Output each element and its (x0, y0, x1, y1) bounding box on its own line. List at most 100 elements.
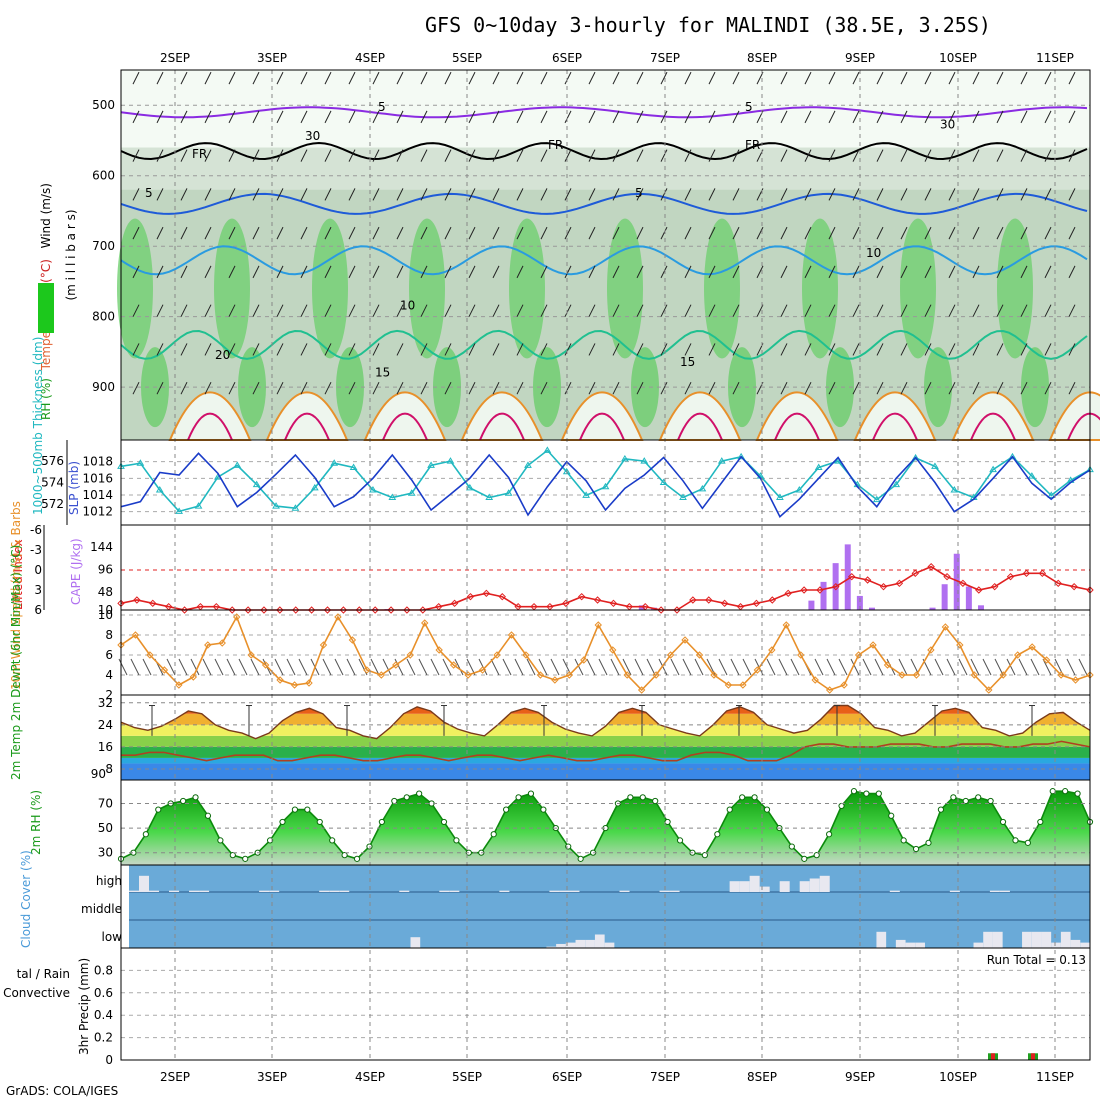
thickness-marker (407, 489, 416, 496)
temp-band (121, 713, 1090, 725)
wind-barb (828, 265, 836, 279)
wind-barb (204, 110, 212, 124)
wind-barb (972, 188, 980, 201)
wind-barb (276, 149, 284, 162)
wind-speed-marker (652, 671, 660, 679)
rh-marker (888, 812, 895, 819)
lifted-index-marker (133, 596, 141, 604)
wind-barb (876, 304, 884, 317)
rh-marker (639, 794, 646, 801)
wind-barb (996, 71, 1004, 85)
lifted-index-marker (1022, 569, 1031, 578)
wind-barb (804, 381, 812, 395)
wind-barb (492, 188, 500, 201)
wind-barb (444, 71, 452, 85)
wind-speed-marker (493, 651, 501, 659)
wind-barb (588, 343, 596, 356)
rh-marker (142, 831, 149, 838)
lifted-index-marker (863, 576, 872, 584)
wind-barb (718, 658, 728, 676)
wind-barb (924, 110, 932, 124)
wind-barb (550, 658, 560, 676)
y-tick-label: 700 (92, 239, 115, 253)
wind-barb (300, 381, 308, 395)
wind-barb (348, 71, 356, 85)
wind-barb (348, 226, 356, 240)
panel-frame (120, 609, 1091, 696)
wind-barb (252, 110, 260, 124)
cloud-bar (889, 890, 900, 892)
wind-barb (324, 188, 332, 201)
wind-barb (1068, 71, 1076, 85)
rh-marker (217, 837, 224, 844)
wind-barb (780, 226, 788, 240)
wind-barb (516, 110, 524, 124)
wind-barb (804, 110, 812, 124)
wind-barb (564, 149, 572, 162)
thickness-marker (427, 461, 435, 468)
wind-barb (804, 304, 812, 317)
rh-marker (912, 845, 920, 853)
cloud-bar (895, 939, 906, 948)
wind-barb (468, 110, 476, 124)
wind-barb (732, 381, 740, 395)
lifted-index-marker (323, 606, 332, 614)
lifted-index-marker (943, 572, 951, 581)
wind-barb (468, 381, 476, 395)
wind-barb (228, 110, 236, 124)
thickness-marker (640, 457, 649, 464)
wind-speed-marker (724, 681, 733, 689)
cloud-ylabel: Cloud Cover (%) (19, 850, 33, 948)
wind-barb (684, 265, 692, 279)
wind-barb (900, 265, 908, 279)
wind-barb (420, 71, 428, 85)
wind-barb (924, 71, 932, 85)
wind-barb (804, 71, 812, 85)
freezing-label: FR (548, 138, 563, 152)
rh-marker (266, 837, 274, 844)
wind-barb (996, 265, 1004, 279)
lifted-index-marker (975, 586, 983, 594)
wind-speed-marker (1028, 643, 1036, 651)
wind-barb (156, 265, 164, 279)
wind-barb (732, 71, 740, 85)
wind-barb (420, 381, 428, 395)
lifted-index-marker (1070, 582, 1078, 591)
temp-band (121, 746, 1090, 758)
wind-barb (778, 658, 788, 676)
rh-marker (950, 794, 957, 801)
wind-barb (228, 304, 236, 317)
contour-label-15: 15 (680, 355, 695, 369)
wind-barb (862, 658, 872, 676)
cloud-bar (439, 890, 450, 892)
wind-barb (660, 188, 668, 201)
wind-barb (958, 658, 968, 676)
wind-barb (396, 71, 404, 85)
wind-speed-marker (580, 656, 588, 664)
cloud-bar (269, 890, 280, 892)
wind-barb (684, 381, 692, 395)
cloud-bar (759, 886, 770, 892)
wind-barb (540, 304, 548, 317)
wind-barb (970, 658, 980, 676)
cloud-bar (1070, 939, 1081, 948)
wind-barb (324, 343, 332, 356)
thickness-marker (330, 459, 339, 466)
thickness-marker (446, 457, 455, 464)
wind-barb (420, 304, 428, 317)
wind-speed-marker (623, 671, 631, 679)
wind-barb (838, 658, 848, 676)
wind-barb (588, 149, 596, 162)
dewpoint-line (121, 740, 1091, 762)
wind-barb (252, 149, 260, 162)
wind-barb (876, 343, 884, 356)
wind-barb (684, 304, 692, 317)
wind-barb (346, 658, 356, 676)
cloud-bar (139, 875, 150, 892)
thickness-marker (233, 461, 242, 468)
lifted-index-marker (244, 606, 252, 614)
cloud-bar (905, 942, 916, 948)
wind-barb (828, 304, 836, 317)
wind-barb (348, 265, 356, 279)
wind-barb (180, 71, 188, 85)
